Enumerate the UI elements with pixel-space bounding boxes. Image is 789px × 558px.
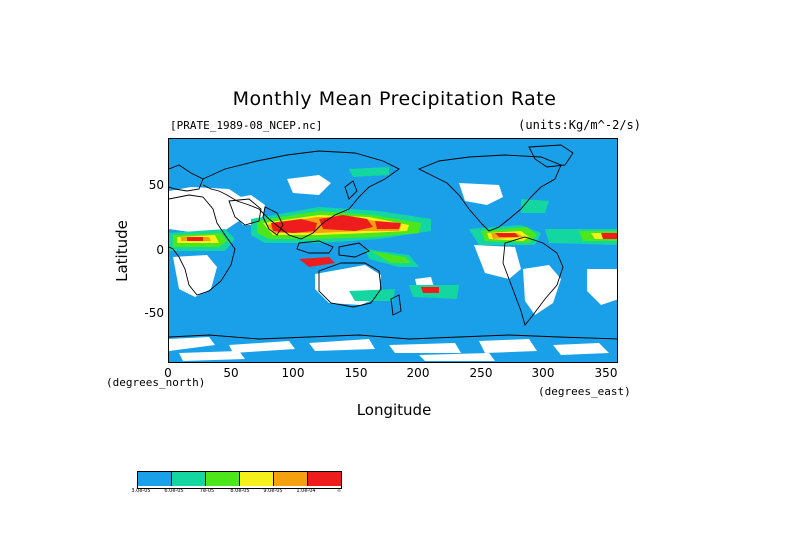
south-america-coastline bbox=[502, 236, 564, 326]
x-tick-50: 50 bbox=[223, 366, 239, 380]
legend-tick-4: 8.0e-05 bbox=[230, 488, 250, 494]
antarctic-dry-band-3 bbox=[309, 339, 375, 351]
africa-coastline bbox=[169, 194, 236, 296]
antarctica-coastline bbox=[169, 334, 617, 340]
x-tick-250: 250 bbox=[469, 366, 493, 380]
east-pacific-dry-region bbox=[474, 245, 521, 279]
antarctic-dry-band-4 bbox=[389, 343, 461, 353]
legend-tick-2: 6.0e-05 bbox=[164, 488, 184, 494]
y-axis-units: (degrees_north) bbox=[106, 376, 206, 389]
antarctic-dry-band-8 bbox=[419, 353, 495, 361]
south-america-dry-region bbox=[523, 265, 561, 315]
north-america-coastline bbox=[417, 154, 562, 232]
indonesia-coastline bbox=[296, 240, 370, 258]
south-pacific-red bbox=[421, 287, 439, 293]
central-america-red bbox=[495, 233, 519, 237]
x-tick-300: 300 bbox=[531, 366, 555, 380]
west-africa-red bbox=[187, 237, 203, 241]
southern-africa-dry-region bbox=[173, 255, 217, 297]
coastline-layer bbox=[169, 144, 617, 340]
sahara-dry-region bbox=[169, 187, 241, 233]
y-tick-minus-50: -50 bbox=[144, 306, 164, 320]
antarctic-dry-band-5 bbox=[479, 339, 537, 353]
gulf-stream-cyan bbox=[521, 199, 549, 213]
south-china-sea-red bbox=[319, 215, 373, 231]
legend-swatch-1 bbox=[138, 472, 172, 486]
australia-coastline bbox=[318, 262, 382, 308]
color-legend bbox=[137, 471, 342, 489]
north-pacific-dry-region bbox=[459, 183, 503, 205]
east-asia-dry-region bbox=[287, 175, 331, 195]
south-atlantic-dry-region bbox=[587, 269, 617, 305]
arabia-coastline bbox=[228, 198, 262, 226]
dry-region-layer bbox=[169, 175, 617, 361]
precipitation-map bbox=[168, 138, 618, 363]
europe-coastline bbox=[169, 164, 204, 192]
greenland-coastline bbox=[528, 144, 574, 168]
legend-tick-labels: 3.0e-05 6.0e-05 7e-05 8.0e-05 9.0e-05 1.… bbox=[124, 488, 364, 498]
antarctic-dry-band-6 bbox=[553, 343, 609, 355]
y-tick-0: 0 bbox=[156, 243, 164, 257]
x-tick-100: 100 bbox=[281, 366, 305, 380]
x-axis-units: (degrees_east) bbox=[538, 385, 631, 398]
north-pacific-storm-cyan bbox=[349, 167, 389, 177]
legend-tick-7: ∞ bbox=[336, 488, 342, 494]
ocean-background bbox=[169, 139, 617, 362]
x-tick-150: 150 bbox=[344, 366, 368, 380]
antarctic-dry-band-2 bbox=[229, 341, 295, 353]
legend-swatch-6 bbox=[308, 472, 341, 486]
legend-tick-3: 7e-05 bbox=[199, 488, 215, 494]
west-pacific-red bbox=[375, 221, 401, 229]
antarctic-dry-band-7 bbox=[179, 351, 245, 361]
atlantic-red bbox=[601, 233, 617, 239]
maritime-continent-red bbox=[299, 257, 335, 267]
x-tick-200: 200 bbox=[406, 366, 430, 380]
x-tick-350: 350 bbox=[594, 366, 618, 380]
legend-tick-5: 9.0e-05 bbox=[263, 488, 283, 494]
spcz-green bbox=[371, 251, 411, 263]
arabia-dry-region bbox=[229, 195, 265, 225]
x-tick-0: 0 bbox=[164, 366, 172, 380]
legend-swatch-3 bbox=[206, 472, 240, 486]
japan-coastline bbox=[344, 180, 358, 200]
legend-swatch-4 bbox=[240, 472, 274, 486]
new-zealand-coastline bbox=[390, 294, 402, 316]
legend-tick-6: 1.0e-04 bbox=[296, 488, 316, 494]
map-title: Monthly Mean Precipitation Rate bbox=[232, 88, 557, 110]
antarctic-dry-band-1 bbox=[169, 337, 215, 351]
india-coastline bbox=[262, 206, 284, 236]
file-name-label: [PRATE_1989-08_NCEP.nc] bbox=[170, 119, 323, 132]
y-tick-50: 50 bbox=[148, 178, 164, 192]
x-axis-label: Longitude bbox=[356, 401, 432, 419]
y-axis-label: Latitude bbox=[113, 220, 131, 282]
precipitation-map-svg bbox=[169, 139, 617, 362]
legend-swatch-5 bbox=[274, 472, 308, 486]
south-indian-cyan bbox=[349, 289, 395, 301]
legend-swatch-2 bbox=[172, 472, 206, 486]
units-label: (units:Kg/m^-2/s) bbox=[518, 118, 641, 132]
precip-level-red bbox=[187, 215, 617, 293]
asia-coastline bbox=[202, 150, 400, 240]
legend-tick-1: 3.0e-05 bbox=[131, 488, 151, 494]
